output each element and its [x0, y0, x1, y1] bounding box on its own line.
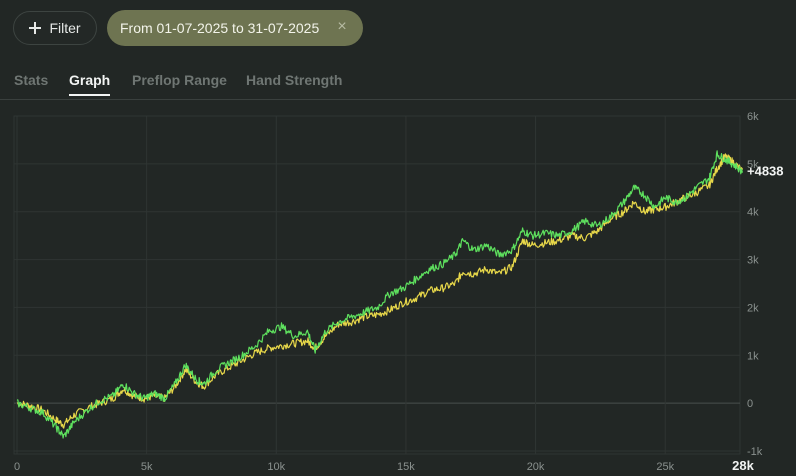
filter-label: Filter: [49, 20, 81, 36]
x-tick-label: 15k: [397, 461, 415, 473]
filter-bar: Filter From 01-07-2025 to 31-07-2025 ×: [0, 0, 796, 58]
series-lines: [16, 150, 743, 439]
x-tick-label: 28k: [732, 458, 754, 473]
tab-stats[interactable]: Stats: [14, 72, 49, 88]
tab-graph[interactable]: Graph: [69, 72, 111, 96]
tab-preflop-range[interactable]: Preflop Range: [132, 72, 227, 88]
y-tick-label: -1k: [747, 446, 763, 458]
tab-bar: Stats Graph Preflop Range Hand Strength: [0, 62, 796, 100]
series-line-green: [16, 150, 743, 439]
x-tick-label: 10k: [267, 461, 285, 473]
y-tick-label: 5k: [747, 159, 759, 171]
close-icon[interactable]: ×: [337, 18, 347, 35]
y-tick-label: 3k: [747, 255, 759, 267]
date-range-label: From 01-07-2025 to 31-07-2025: [120, 20, 320, 36]
x-tick-label: 5k: [141, 461, 153, 473]
plus-icon: [29, 22, 42, 34]
end-value-label: +4838: [747, 164, 784, 179]
y-tick-label: 6k: [747, 111, 759, 123]
x-axis: 0 5k 10k 15k 20k 25k 28k: [14, 458, 755, 473]
date-range-chip[interactable]: From 01-07-2025 to 31-07-2025 ×: [107, 10, 363, 46]
x-tick-label: 0: [14, 461, 20, 473]
tab-hand-strength[interactable]: Hand Strength: [246, 72, 343, 88]
y-tick-label: 0: [747, 398, 753, 410]
y-tick-label: 4k: [747, 207, 759, 219]
x-tick-label: 25k: [656, 461, 674, 473]
filter-button[interactable]: Filter: [13, 11, 97, 45]
y-tick-label: 2k: [747, 302, 759, 314]
chart-grid: [13, 115, 741, 455]
profit-graph: 6k 5k 4k 3k 2k 1k 0 -1k 0 5k 10k 15k 20k 25k 28k +483…: [13, 111, 784, 473]
y-axis: 6k 5k 4k 3k 2k 1k 0 -1k: [747, 111, 763, 458]
y-tick-label: 1k: [747, 350, 759, 362]
x-tick-label: 20k: [527, 461, 545, 473]
